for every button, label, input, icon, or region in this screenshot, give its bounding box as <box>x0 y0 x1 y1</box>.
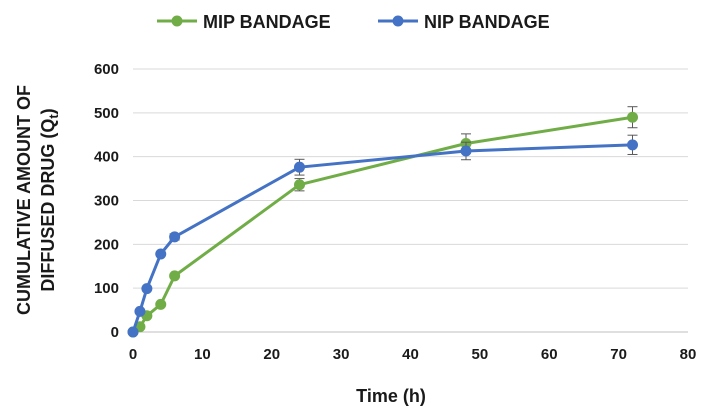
y-axis-ticks: 0 100 200 300 400 500 600 <box>94 61 119 341</box>
gridlines <box>133 68 688 289</box>
y-axis-title-line1: CUMULATIVE AMOUNT OF <box>14 85 34 315</box>
y-axis-title-subscript: t <box>46 114 61 119</box>
data-point <box>627 139 638 151</box>
data-point <box>169 231 181 243</box>
x-tick-label: 10 <box>194 346 211 363</box>
x-tick-label: 70 <box>610 346 627 363</box>
data-point <box>169 270 181 282</box>
data-point <box>127 326 139 338</box>
x-tick-label: 60 <box>541 346 558 363</box>
y-axis-title-line2-main: DIFFUSED DRUG (Q <box>38 119 58 292</box>
legend-label: MIP BANDAGE <box>203 12 331 32</box>
series-line <box>132 115 633 334</box>
x-tick-label: 0 <box>129 346 137 363</box>
x-axis-title: Time (h) <box>356 386 426 406</box>
series-nip-bandage <box>127 134 638 338</box>
x-tick-label: 40 <box>402 346 419 363</box>
x-axis-ticks: 0 10 20 30 40 50 60 70 80 <box>129 346 697 363</box>
data-point <box>134 305 146 317</box>
y-tick-label: 400 <box>94 149 119 166</box>
data-point <box>155 248 167 260</box>
x-tick-label: 20 <box>263 346 280 363</box>
data-point <box>460 145 472 157</box>
legend-label: NIP BANDAGE <box>424 12 550 32</box>
x-tick-label: 80 <box>680 346 697 363</box>
y-tick-label: 200 <box>94 236 119 253</box>
data-point <box>141 283 153 295</box>
legend-item: NIP BANDAGE <box>378 12 550 32</box>
y-tick-label: 600 <box>94 61 119 78</box>
legend-marker <box>171 15 183 27</box>
legend-marker <box>392 15 404 27</box>
y-axis-title-close: ) <box>38 108 58 114</box>
y-tick-label: 300 <box>94 193 119 210</box>
series-line <box>131 143 633 333</box>
data-point <box>294 161 305 173</box>
series-layer <box>127 106 638 338</box>
x-tick-label: 50 <box>472 346 489 363</box>
x-tick-label: 30 <box>333 346 350 363</box>
y-axis-title-line2: DIFFUSED DRUG (Qt) <box>38 108 61 291</box>
legend-item: MIP BANDAGE <box>157 12 331 32</box>
y-axis-title: CUMULATIVE AMOUNT OF DIFFUSED DRUG (Qt) <box>14 85 61 315</box>
data-point <box>627 111 638 123</box>
data-point <box>294 179 305 191</box>
y-tick-label: 500 <box>94 105 119 122</box>
y-tick-label: 100 <box>94 280 119 297</box>
data-point <box>155 298 167 310</box>
legend: MIP BANDAGE NIP BANDAGE <box>157 12 550 32</box>
y-tick-label: 0 <box>111 324 119 341</box>
